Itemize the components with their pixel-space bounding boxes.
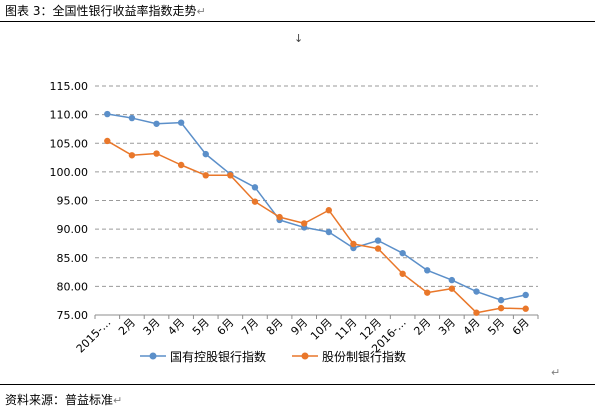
x-tick-label: 5月 bbox=[485, 316, 507, 338]
data-point-joint-stock bbox=[374, 245, 382, 252]
legend-swatch-state-owned bbox=[140, 352, 166, 360]
y-tick-label: 95.00 bbox=[57, 195, 89, 208]
caption-return-mark: ↵ bbox=[196, 5, 206, 18]
series-line-joint-stock bbox=[106, 140, 526, 314]
data-point-state-owned bbox=[153, 120, 160, 127]
data-point-joint-stock bbox=[350, 240, 357, 248]
y-tick-label: 105.00 bbox=[50, 137, 89, 150]
y-tick-label: 100.00 bbox=[50, 166, 89, 179]
data-point-joint-stock bbox=[251, 198, 259, 205]
anchor-arrow-mark: ↓ bbox=[294, 32, 304, 45]
x-tick-label: 10月 bbox=[308, 316, 335, 343]
legend-swatch-marker-joint-stock bbox=[301, 352, 309, 360]
x-tick-label: 3月 bbox=[436, 316, 458, 338]
data-point-joint-stock bbox=[177, 161, 185, 169]
data-point-state-owned bbox=[497, 296, 505, 304]
data-point-state-owned bbox=[424, 267, 431, 274]
data-point-state-owned bbox=[104, 110, 111, 118]
data-point-state-owned bbox=[448, 276, 456, 284]
data-point-joint-stock bbox=[325, 207, 333, 214]
legend-swatch-marker-state-owned bbox=[149, 352, 157, 360]
data-point-joint-stock bbox=[448, 285, 456, 292]
data-point-state-owned bbox=[128, 114, 136, 122]
y-tick-label: 115.00 bbox=[50, 80, 89, 93]
data-point-state-owned bbox=[177, 119, 185, 126]
x-tick-label: 11月 bbox=[333, 316, 360, 343]
y-tick-label: 85.00 bbox=[57, 252, 89, 265]
data-point-joint-stock bbox=[473, 309, 480, 316]
figure-caption: 图表 3：全国性银行收益率指数走势↵ bbox=[5, 3, 206, 20]
source-text: 资料来源：普益标准 bbox=[5, 393, 114, 407]
data-point-joint-stock bbox=[276, 213, 283, 221]
x-tick-label: 3月 bbox=[141, 316, 163, 338]
data-point-state-owned bbox=[522, 291, 529, 299]
legend-swatch-joint-stock bbox=[292, 352, 318, 360]
caption-text: 图表 3：全国性银行收益率指数走势 bbox=[5, 4, 197, 18]
x-tick-label: 6月 bbox=[215, 316, 237, 338]
source-rule bbox=[0, 384, 595, 385]
legend-label-joint-stock: 股份制银行指数 bbox=[322, 350, 407, 364]
chart-legend: 国有控股银行指数 股份制银行指数 bbox=[0, 348, 595, 366]
data-point-joint-stock bbox=[300, 220, 308, 227]
caption-rule bbox=[0, 21, 595, 22]
data-point-joint-stock bbox=[128, 152, 136, 159]
series-line-state-owned bbox=[107, 113, 526, 301]
data-point-joint-stock bbox=[522, 305, 529, 312]
data-point-state-owned bbox=[202, 150, 209, 158]
data-point-joint-stock bbox=[153, 150, 160, 157]
x-tick-label: 5月 bbox=[190, 316, 212, 338]
y-tick-label: 110.00 bbox=[50, 109, 89, 122]
data-point-joint-stock bbox=[497, 304, 505, 312]
data-point-joint-stock bbox=[227, 172, 234, 179]
x-tick-label: 6月 bbox=[510, 316, 532, 338]
y-tick-label: 80.00 bbox=[57, 280, 89, 293]
data-point-state-owned bbox=[374, 237, 382, 244]
data-point-joint-stock bbox=[202, 172, 209, 179]
data-point-state-owned bbox=[325, 228, 333, 236]
data-point-joint-stock bbox=[424, 289, 431, 296]
y-tick-label: 75.00 bbox=[57, 309, 89, 322]
source-note: 资料来源：普益标准↵ bbox=[5, 392, 122, 409]
data-point-state-owned bbox=[399, 249, 406, 257]
data-point-joint-stock bbox=[399, 270, 406, 277]
legend-label-state-owned: 国有控股银行指数 bbox=[170, 350, 267, 364]
x-tick-label: 9月 bbox=[288, 316, 310, 338]
source-return-mark: ↵ bbox=[113, 394, 123, 407]
data-point-joint-stock bbox=[104, 137, 111, 145]
x-tick-label: 4月 bbox=[165, 316, 187, 338]
data-point-state-owned bbox=[251, 184, 259, 191]
y-tick-label: 90.00 bbox=[57, 223, 89, 236]
x-tick-label: 4月 bbox=[461, 316, 483, 338]
data-point-state-owned bbox=[473, 288, 480, 295]
x-tick-label: 2月 bbox=[411, 316, 433, 338]
x-tick-label: 8月 bbox=[264, 316, 286, 338]
chart-return-mark: ↵ bbox=[551, 366, 561, 379]
x-tick-label: 7月 bbox=[239, 316, 261, 338]
x-tick-label: 2月 bbox=[116, 316, 138, 338]
